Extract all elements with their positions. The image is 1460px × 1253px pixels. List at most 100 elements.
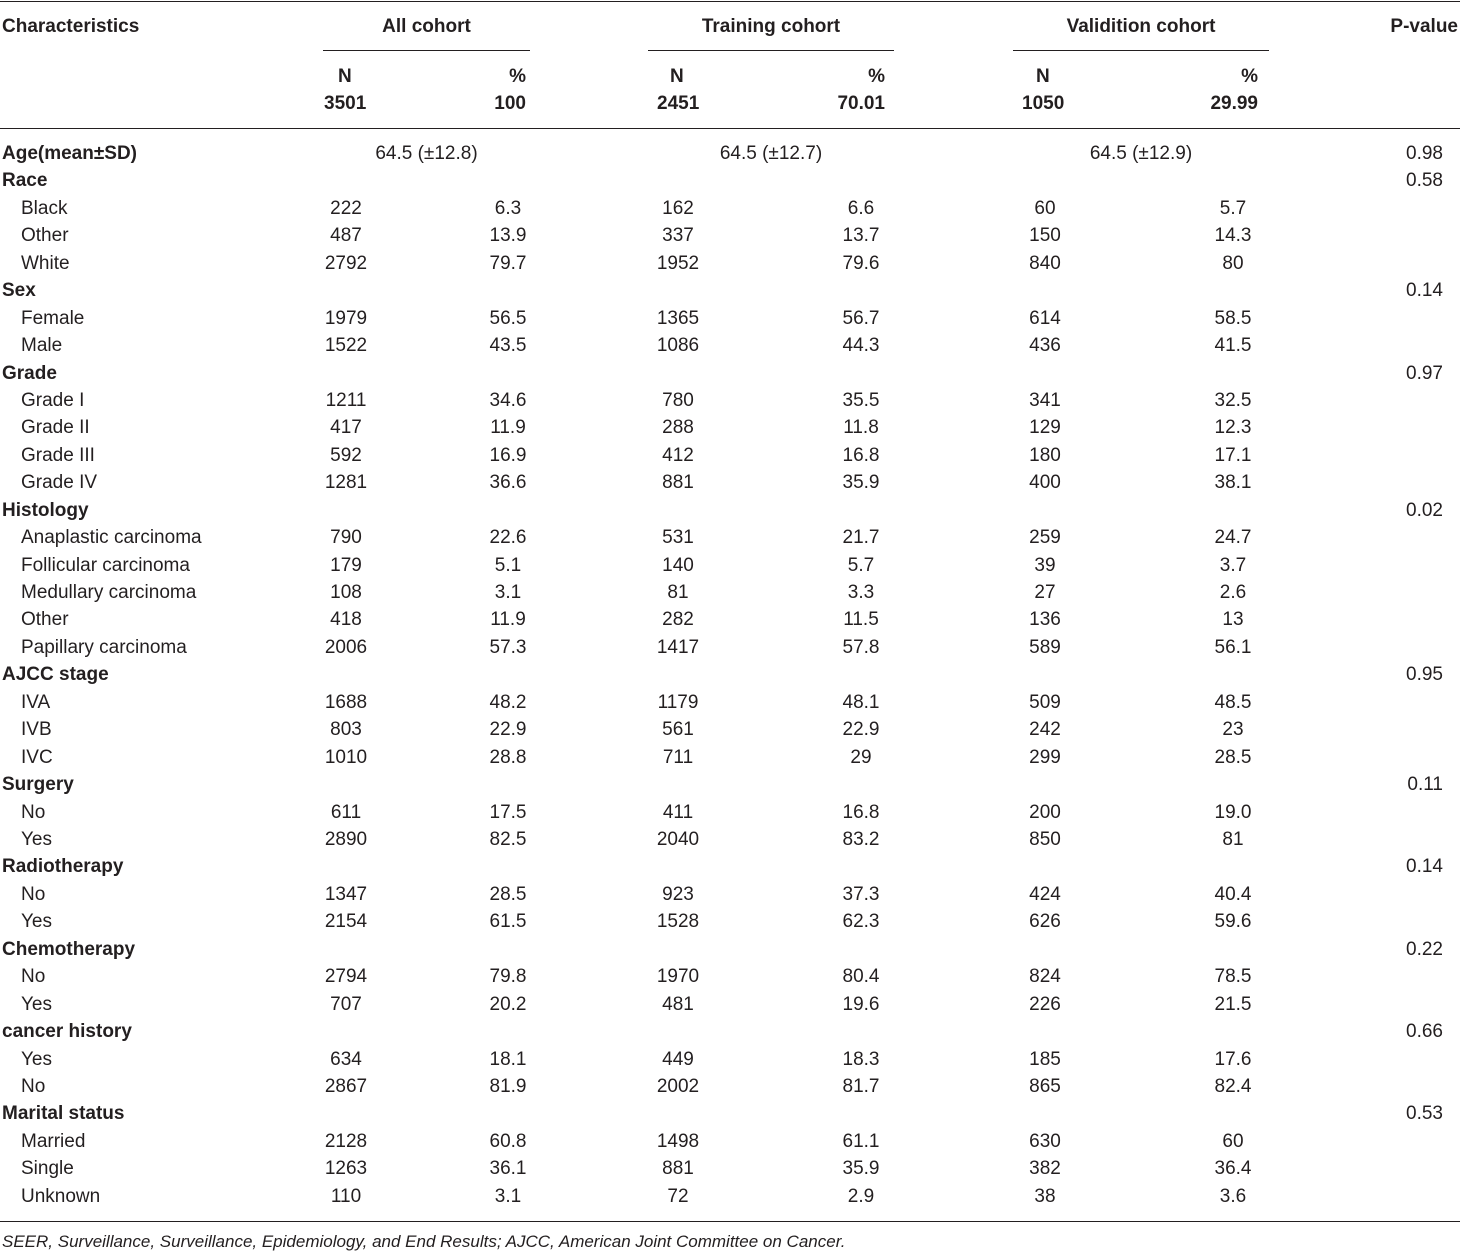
- row-label: Yes: [21, 994, 52, 1015]
- validation-n-cell: 299: [1029, 747, 1061, 768]
- training-pct-cell: 79.6: [842, 253, 880, 274]
- all-pct-cell: 11.9: [490, 609, 526, 630]
- training-pct-cell: 6.6: [847, 198, 875, 219]
- row-label: Grade III: [21, 445, 95, 466]
- training-pct-cell: 61.1: [842, 1131, 880, 1152]
- all-pct-cell: 28.8: [489, 747, 527, 768]
- validation-pct-cell: 3.6: [1219, 1186, 1247, 1207]
- training-pct-cell: 21.7: [842, 527, 880, 548]
- group-label: Surgery: [2, 774, 74, 795]
- validation-n-cell: 424: [1029, 884, 1061, 905]
- all-pct-cell: 82.5: [489, 829, 527, 850]
- validation-pct-cell: 58.5: [1214, 308, 1252, 329]
- validation-pct-cell: 3.7: [1219, 555, 1247, 576]
- group-label: Chemotherapy: [2, 939, 136, 960]
- all-pct-cell: 36.1: [489, 1158, 527, 1179]
- training-n-cell: 1086: [656, 335, 700, 356]
- validation-n-cell: 850: [1029, 829, 1061, 850]
- validation-pct-cell: 28.5: [1214, 747, 1252, 768]
- row-label: Married: [21, 1131, 86, 1152]
- all-pct-cell: 79.8: [489, 966, 527, 987]
- validation-n-cell: 400: [1029, 472, 1061, 493]
- training-n-cell: 1498: [656, 1131, 700, 1152]
- p-value-cell: 0.98: [1406, 143, 1443, 164]
- validation-pct-cell: 36.4: [1214, 1158, 1252, 1179]
- training-pct-cell: 62.3: [842, 911, 880, 932]
- validation-n-cell: 200: [1029, 802, 1061, 823]
- all-n-cell: 1979: [324, 308, 368, 329]
- all-n-cell: 1010: [324, 747, 368, 768]
- row-label: Anaplastic carcinoma: [21, 527, 202, 548]
- all-n-cell: 2128: [324, 1131, 368, 1152]
- all-n-cell: 1688: [324, 692, 368, 713]
- validation-pct-cell: 21.5: [1214, 994, 1252, 1015]
- all-n-cell: 1281: [324, 472, 368, 493]
- training-n-cell: 140: [662, 555, 694, 576]
- all-n-cell: 179: [330, 555, 362, 576]
- row-label: Black: [21, 198, 68, 219]
- training-n-cell: 1179: [657, 692, 699, 713]
- validation-pct-cell: 41.5: [1214, 335, 1252, 356]
- validation-n-cell: 840: [1029, 253, 1061, 274]
- p-value-cell: 0.14: [1406, 856, 1443, 877]
- training-n-cell: 1417: [656, 637, 700, 658]
- all-n-label: N: [338, 66, 352, 87]
- all-n-value: 3501: [324, 93, 367, 114]
- validation-pct-cell: 24.7: [1214, 527, 1252, 548]
- row-label: No: [21, 1076, 46, 1097]
- group-label: Marital status: [2, 1103, 125, 1124]
- training-n-value: 2451: [657, 93, 700, 114]
- validation-n-cell: 341: [1029, 390, 1061, 411]
- table-bottom-rule: [0, 1221, 1460, 1222]
- row-label: No: [21, 802, 46, 823]
- training-n-cell: 1528: [656, 911, 700, 932]
- validation-n-cell: 509: [1029, 692, 1061, 713]
- all-pct-cell: 20.2: [489, 994, 527, 1015]
- validation-pct-cell: 32.5: [1214, 390, 1252, 411]
- validation-n-cell: 259: [1029, 527, 1061, 548]
- training-pct-cell: 11.8: [843, 417, 879, 438]
- training-n-cell: 449: [662, 1049, 694, 1070]
- all-pct-cell: 81.9: [489, 1076, 527, 1097]
- row-label: Female: [21, 308, 85, 329]
- training-pct-cell: 13.7: [842, 225, 880, 246]
- training-n-cell: 282: [662, 609, 694, 630]
- all-n-cell: 803: [330, 719, 362, 740]
- training-pct-cell: 2.9: [847, 1186, 875, 1207]
- all-pct-cell: 16.9: [489, 445, 527, 466]
- all-pct-value: 100: [494, 93, 526, 114]
- validation-pct-cell: 2.6: [1219, 582, 1247, 603]
- validation-pct-cell: 17.1: [1214, 445, 1252, 466]
- training-n-cell: 1970: [656, 966, 700, 987]
- row-label: Grade II: [21, 417, 90, 438]
- row-label: IVC: [21, 747, 53, 768]
- training-pct-cell: 35.9: [842, 1158, 880, 1179]
- training-n-cell: 481: [662, 994, 694, 1015]
- validation-n-cell: 589: [1029, 637, 1061, 658]
- validation-pct-cell: 60: [1222, 1131, 1244, 1152]
- all-pct-cell: 5.1: [494, 555, 522, 576]
- all-n-cell: 108: [330, 582, 362, 603]
- all-pct-cell: 34.6: [489, 390, 527, 411]
- validation-n-cell: 38: [1034, 1186, 1056, 1207]
- all-n-cell: 2867: [324, 1076, 368, 1097]
- all-pct-label: %: [509, 66, 526, 87]
- validation-n-cell: 180: [1029, 445, 1061, 466]
- training-pct-cell: 48.1: [842, 692, 880, 713]
- validation-pct-value: 29.99: [1210, 93, 1258, 114]
- validation-n-cell: 436: [1029, 335, 1061, 356]
- training-n-cell: 531: [662, 527, 694, 548]
- validation-n-cell: 865: [1029, 1076, 1061, 1097]
- group-label: Grade: [2, 363, 57, 384]
- row-label: No: [21, 966, 46, 987]
- all-n-cell: 2792: [324, 253, 368, 274]
- validation-pct-cell: 81: [1222, 829, 1244, 850]
- row-label: Yes: [21, 911, 52, 932]
- validation-n-value: 1050: [1022, 93, 1065, 114]
- all-pct-cell: 56.5: [489, 308, 527, 329]
- training-pct-cell: 16.8: [842, 445, 880, 466]
- all-n-cell: 1522: [324, 335, 368, 356]
- all-pct-cell: 43.5: [489, 335, 527, 356]
- training-n-cell: 162: [662, 198, 694, 219]
